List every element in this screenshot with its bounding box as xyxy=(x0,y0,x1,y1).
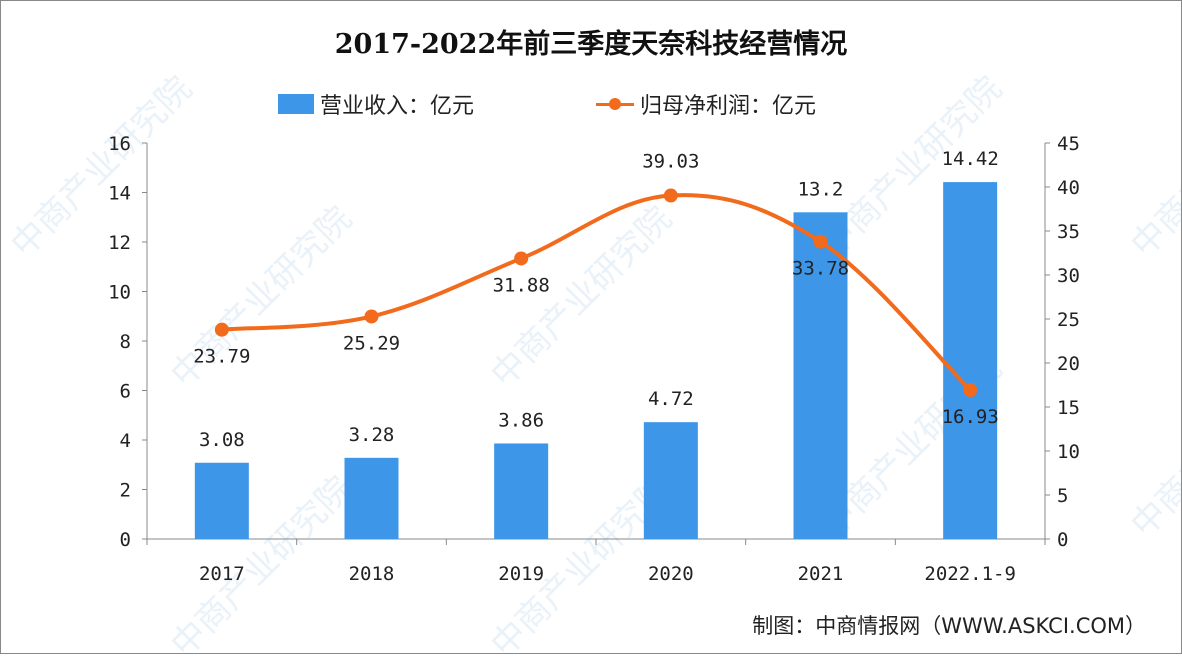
revenue-bar xyxy=(494,443,549,539)
revenue-bar-label: 14.42 xyxy=(942,148,999,170)
revenue-bar-label: 13.2 xyxy=(798,178,844,200)
left-tick-label: 0 xyxy=(120,529,131,551)
left-tick-label: 12 xyxy=(108,232,131,254)
right-tick-label: 5 xyxy=(1057,485,1068,507)
revenue-bar xyxy=(943,182,998,540)
left-tick-label: 4 xyxy=(120,430,131,452)
revenue-bar-label: 3.86 xyxy=(498,409,544,431)
right-tick-label: 25 xyxy=(1057,309,1080,331)
left-tick-label: 8 xyxy=(120,331,131,353)
left-tick-label: 6 xyxy=(120,381,131,403)
x-tick-label: 2020 xyxy=(648,563,694,585)
revenue-bar xyxy=(194,462,249,539)
legend-profit: 归母净利润：亿元 xyxy=(596,88,816,120)
profit-point xyxy=(963,383,978,398)
chart-title: 2017-2022年前三季度天奈科技经营情况 xyxy=(334,29,848,60)
revenue-bar-label: 4.72 xyxy=(648,388,694,410)
right-tick-label: 10 xyxy=(1057,441,1080,463)
profit-point-label: 25.29 xyxy=(343,332,400,354)
right-tick-label: 35 xyxy=(1057,221,1080,243)
profit-point xyxy=(663,188,678,203)
profit-point-label: 16.93 xyxy=(942,406,999,428)
revenue-bar xyxy=(344,457,399,539)
right-tick-label: 30 xyxy=(1057,265,1080,287)
legend-revenue-label: 营业收入：亿元 xyxy=(320,94,475,119)
left-tick-label: 10 xyxy=(108,282,131,304)
right-tick-label: 45 xyxy=(1057,133,1080,155)
profit-point xyxy=(813,234,828,249)
legend-bar-swatch xyxy=(278,94,314,114)
left-tick-label: 2 xyxy=(120,480,131,502)
profit-point xyxy=(364,309,379,324)
right-tick-label: 0 xyxy=(1057,529,1068,551)
legend-line-swatch xyxy=(596,94,634,114)
legend-revenue: 营业收入：亿元 xyxy=(278,88,474,120)
left-tick-label: 14 xyxy=(108,183,131,205)
right-tick-label: 20 xyxy=(1057,353,1080,375)
right-tick-label: 40 xyxy=(1057,177,1080,199)
x-tick-label: 2021 xyxy=(798,563,844,585)
profit-line xyxy=(221,193,972,392)
left-tick-label: 16 xyxy=(108,133,131,155)
profit-point-label: 23.79 xyxy=(193,346,250,368)
revenue-bar xyxy=(793,212,848,540)
x-tick-label: 2022.1-9 xyxy=(924,563,1016,585)
x-tick-label: 2017 xyxy=(199,563,245,585)
legend-profit-label: 归母净利润：亿元 xyxy=(640,94,817,119)
x-tick-label: 2019 xyxy=(498,563,544,585)
profit-point-label: 39.03 xyxy=(642,151,699,173)
profit-point-label: 31.88 xyxy=(493,274,550,296)
profit-point-label: 33.78 xyxy=(792,258,849,280)
profit-point xyxy=(514,251,529,266)
profit-point xyxy=(214,322,229,337)
x-tick-label: 2018 xyxy=(349,563,395,585)
revenue-bar-label: 3.28 xyxy=(349,424,395,446)
revenue-bar-label: 3.08 xyxy=(199,429,245,451)
source-note: 制图：中商情报网（WWW.ASKCI.COM） xyxy=(752,614,1146,638)
revenue-bar xyxy=(643,422,698,539)
right-tick-label: 15 xyxy=(1057,397,1080,419)
